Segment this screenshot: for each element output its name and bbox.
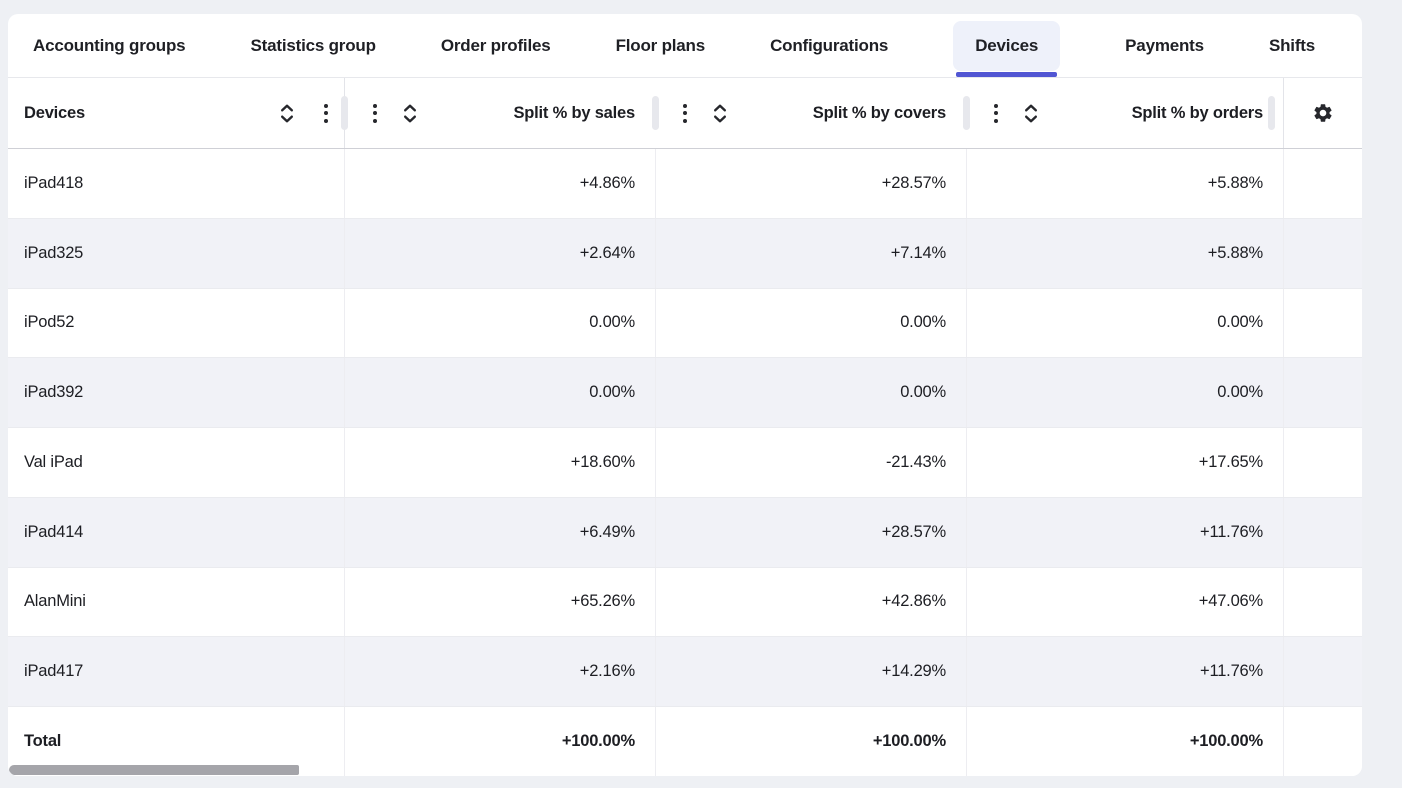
table-row: iPad418 +4.86% +28.57% +5.88% bbox=[8, 149, 1362, 219]
row-actions-cell bbox=[1283, 288, 1362, 358]
column-header-devices: Devices bbox=[8, 78, 348, 148]
tab-order-profiles[interactable]: Order profiles bbox=[440, 35, 551, 55]
device-name-cell: iPad325 bbox=[24, 243, 84, 262]
sales-value-cell: 0.00% bbox=[344, 288, 655, 358]
column-header-orders-label: Split % by orders bbox=[1131, 103, 1264, 122]
column-header-sales: Split % by sales bbox=[344, 78, 659, 148]
row-actions-cell bbox=[1283, 637, 1362, 706]
orders-value-cell: +17.65% bbox=[966, 428, 1283, 497]
column-header-sales-label: Split % by sales bbox=[513, 103, 635, 122]
device-name-cell: iPad417 bbox=[24, 662, 84, 681]
orders-value-cell: +11.76% bbox=[966, 637, 1283, 706]
row-actions-cell bbox=[1283, 358, 1362, 427]
row-actions-cell bbox=[1283, 149, 1362, 218]
sort-icon[interactable] bbox=[278, 102, 296, 125]
column-resize-handle[interactable] bbox=[963, 96, 970, 130]
sales-value-cell: +65.26% bbox=[344, 567, 655, 637]
orders-value-cell: +5.88% bbox=[966, 218, 1283, 288]
total-orders-cell: +100.00% bbox=[966, 707, 1283, 776]
orders-value-cell: +47.06% bbox=[966, 567, 1283, 637]
table-body: iPad418 +4.86% +28.57% +5.88% iPad325 +2… bbox=[8, 149, 1362, 776]
sales-value-cell: +4.86% bbox=[344, 149, 655, 218]
column-header-orders: Split % by orders bbox=[966, 78, 1283, 148]
tab-devices[interactable]: Devices bbox=[953, 21, 1061, 77]
column-resize-handle[interactable] bbox=[341, 96, 348, 130]
sort-icon[interactable] bbox=[1022, 102, 1040, 125]
column-resize-handle[interactable] bbox=[1268, 96, 1275, 130]
row-actions-cell bbox=[1283, 497, 1362, 567]
table-header-row: Devices Split % by sal bbox=[8, 78, 1362, 149]
sales-value-cell: 0.00% bbox=[344, 358, 655, 427]
covers-value-cell: 0.00% bbox=[655, 288, 966, 358]
gear-icon[interactable] bbox=[1310, 100, 1336, 126]
devices-report-card: Accounting groups Statistics group Order… bbox=[8, 14, 1362, 776]
row-actions-cell bbox=[1283, 567, 1362, 637]
tab-statistics-group[interactable]: Statistics group bbox=[250, 35, 376, 55]
orders-value-cell: 0.00% bbox=[966, 358, 1283, 427]
total-covers-cell: +100.00% bbox=[655, 707, 966, 776]
tab-configurations[interactable]: Configurations bbox=[770, 35, 889, 55]
kebab-menu-icon[interactable] bbox=[992, 102, 1000, 125]
table-row: iPad325 +2.64% +7.14% +5.88% bbox=[8, 218, 1362, 289]
covers-value-cell: -21.43% bbox=[655, 428, 966, 497]
column-resize-handle[interactable] bbox=[652, 96, 659, 130]
kebab-menu-icon[interactable] bbox=[371, 102, 379, 125]
total-sales-cell: +100.00% bbox=[344, 707, 655, 776]
column-header-covers: Split % by covers bbox=[655, 78, 970, 148]
table-row: iPod52 0.00% 0.00% 0.00% bbox=[8, 288, 1362, 359]
row-actions-cell bbox=[1283, 428, 1362, 497]
column-header-devices-label: Devices bbox=[24, 103, 85, 122]
tab-shifts[interactable]: Shifts bbox=[1268, 35, 1315, 55]
kebab-menu-icon[interactable] bbox=[322, 102, 330, 125]
sort-icon[interactable] bbox=[401, 102, 419, 125]
covers-value-cell: +28.57% bbox=[655, 497, 966, 567]
device-name-cell: iPod52 bbox=[24, 313, 75, 332]
covers-value-cell: +42.86% bbox=[655, 567, 966, 637]
sales-value-cell: +6.49% bbox=[344, 497, 655, 567]
table-row: AlanMini +65.26% +42.86% +47.06% bbox=[8, 567, 1362, 638]
table-settings-column-header bbox=[1283, 78, 1362, 148]
device-name-cell: iPad418 bbox=[24, 173, 84, 192]
table-row: iPad392 0.00% 0.00% 0.00% bbox=[8, 358, 1362, 428]
sales-value-cell: +18.60% bbox=[344, 428, 655, 497]
kebab-menu-icon[interactable] bbox=[681, 102, 689, 125]
tab-accounting-groups[interactable]: Accounting groups bbox=[33, 35, 186, 55]
covers-value-cell: +7.14% bbox=[655, 218, 966, 288]
sales-value-cell: +2.64% bbox=[344, 218, 655, 288]
tab-floor-plans[interactable]: Floor plans bbox=[615, 35, 706, 55]
row-actions-cell bbox=[1283, 218, 1362, 288]
table-row: iPad414 +6.49% +28.57% +11.76% bbox=[8, 497, 1362, 568]
covers-value-cell: 0.00% bbox=[655, 358, 966, 427]
table-row: iPad417 +2.16% +14.29% +11.76% bbox=[8, 637, 1362, 707]
covers-value-cell: +14.29% bbox=[655, 637, 966, 706]
horizontal-scrollbar-thumb[interactable] bbox=[9, 765, 299, 775]
total-label: Total bbox=[24, 732, 62, 750]
device-name-cell: iPad414 bbox=[24, 522, 84, 541]
column-header-covers-label: Split % by covers bbox=[812, 103, 946, 122]
orders-value-cell: +5.88% bbox=[966, 149, 1283, 218]
tab-bar: Accounting groups Statistics group Order… bbox=[8, 14, 1362, 78]
device-name-cell: iPad392 bbox=[24, 383, 84, 402]
table-row: Val iPad +18.60% -21.43% +17.65% bbox=[8, 428, 1362, 498]
device-name-cell: Val iPad bbox=[24, 452, 83, 471]
total-row: Total +100.00% +100.00% +100.00% bbox=[8, 707, 1362, 776]
covers-value-cell: +28.57% bbox=[655, 149, 966, 218]
device-name-cell: AlanMini bbox=[24, 592, 86, 611]
tab-payments[interactable]: Payments bbox=[1125, 35, 1204, 55]
orders-value-cell: +11.76% bbox=[966, 497, 1283, 567]
row-actions-cell bbox=[1283, 707, 1362, 776]
orders-value-cell: 0.00% bbox=[966, 288, 1283, 358]
sort-icon[interactable] bbox=[711, 102, 729, 125]
sales-value-cell: +2.16% bbox=[344, 637, 655, 706]
